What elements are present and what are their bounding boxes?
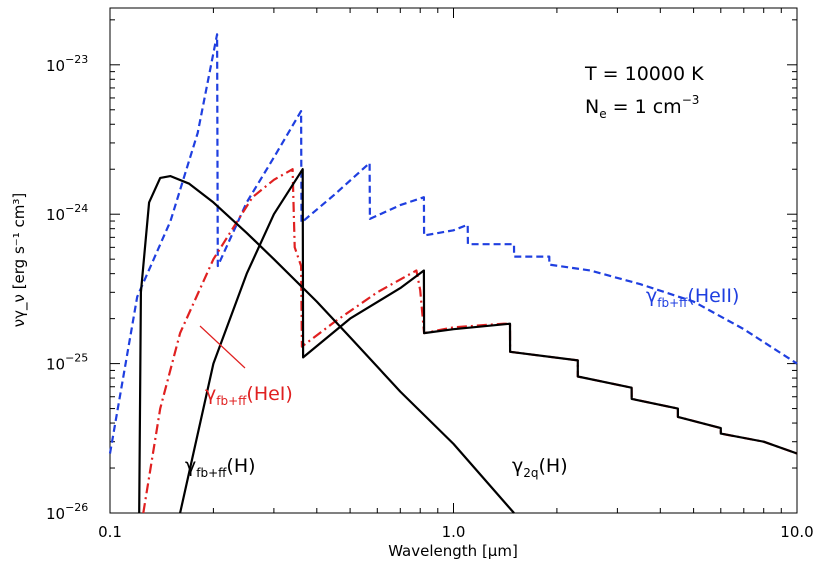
series-label-h_2q: γ2q(H) <box>512 455 568 480</box>
x-tick-label: 1.0 <box>442 523 466 541</box>
x-tick-label: 0.1 <box>98 523 122 541</box>
temperature-annotation: T = 10000 K <box>584 63 704 85</box>
series-label-hei: γfb+ff(HeI) <box>205 383 293 408</box>
hei-leader-line <box>199 325 246 369</box>
series-line-h_2q <box>138 175 515 514</box>
series-line-h_fb <box>179 168 798 514</box>
series-label-h_fb: γfb+ff(H) <box>185 455 256 480</box>
series-label-hii: γfb+ff(HeII) <box>646 285 739 310</box>
x-axis-title: Wavelength [μm] <box>388 542 518 560</box>
x-tick-label: 10.0 <box>780 523 813 541</box>
y-tick-label: 10−26 <box>46 501 88 523</box>
density-annotation: Ne = 1 cm−3 <box>585 93 699 121</box>
y-tick-label: 10−24 <box>46 202 88 224</box>
y-axis-title: νγ_ν [erg s⁻¹ cm³] <box>10 193 29 327</box>
y-tick-label: 10−23 <box>46 53 88 75</box>
y-tick-label: 10−25 <box>46 352 88 374</box>
series-line-hii <box>108 33 798 454</box>
